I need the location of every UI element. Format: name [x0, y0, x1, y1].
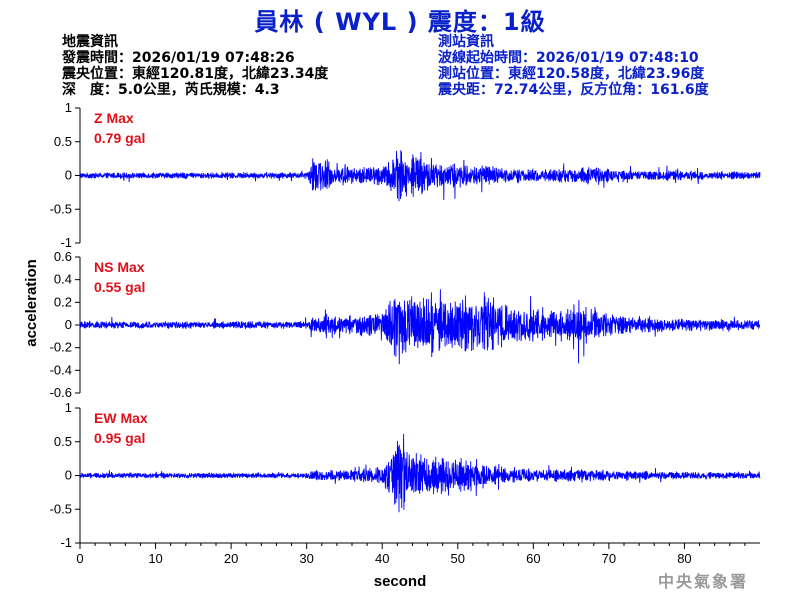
- y-tick-label: 0: [65, 168, 72, 183]
- panel-max-label-ns: NS Max: [94, 259, 145, 275]
- x-tick-label: 10: [148, 551, 162, 566]
- y-tick-label: 0: [65, 468, 72, 483]
- y-tick-label: 0.5: [54, 134, 72, 149]
- waveform-z: [79, 150, 761, 202]
- origin-time: 發震時間：2026/01/19 07:48:26: [62, 50, 295, 66]
- wave-start-time: 波線起始時間：2026/01/19 07:48:10: [438, 50, 699, 66]
- y-tick-label: 0.5: [54, 434, 72, 449]
- panel-z: 1 0.5 0 -0.5 -1 Z Max 0.79 gal: [50, 100, 761, 250]
- seismogram-panels: 1 0.5 0 -0.5 -1 Z Max 0.79 gal 0.6 0.4 0.2 0 -0.2 -0…: [50, 100, 761, 550]
- x-tick-label: 20: [224, 551, 238, 566]
- y-tick-label: 1: [65, 400, 72, 415]
- depth-magnitude: 深 度：5.0公里，芮氏規模：4.3: [62, 82, 280, 98]
- y-tick-label: -0.5: [50, 201, 72, 216]
- waveform-ns: [79, 289, 761, 365]
- panel-ns: 0.6 0.4 0.2 0 -0.2 -0.4 -0.6 NS Max 0.55 gal: [50, 249, 761, 400]
- x-tick-label: 0: [76, 551, 83, 566]
- y-tick-label: -0.4: [50, 362, 72, 377]
- x-axis-title: second: [374, 573, 427, 590]
- y-tick-label: 0.2: [54, 294, 72, 309]
- x-tick-label: 80: [677, 551, 691, 566]
- y-tick-label: -0.2: [50, 340, 72, 355]
- x-tick-label: 50: [451, 551, 465, 566]
- y-tick-label: 1: [65, 100, 72, 115]
- y-axis-title: acceleration: [23, 259, 40, 347]
- earthquake-info-heading: 地震資訊: [62, 34, 118, 50]
- panel-max-label-z: Z Max: [94, 110, 134, 126]
- waveform-ew: [79, 433, 761, 513]
- x-tick-label: 30: [299, 551, 313, 566]
- panel-max-label-ew: EW Max: [94, 410, 148, 426]
- x-axis: 0 10 20 30 40 50 60 70 80: [76, 542, 760, 566]
- agency-watermark: 中央氣象署: [657, 572, 748, 591]
- station-location: 測站位置：東經120.58度，北緯23.96度: [438, 66, 705, 82]
- y-tick-label: -0.6: [50, 385, 72, 400]
- earthquake-info: 地震資訊 發震時間：2026/01/19 07:48:26 震央位置：東經120…: [62, 34, 328, 98]
- epicentral-distance: 震央距：72.74公里，反方位角：161.6度: [438, 82, 709, 98]
- x-tick-label: 70: [602, 551, 616, 566]
- y-tick-label: -1: [60, 535, 72, 550]
- x-tick-label: 40: [375, 551, 389, 566]
- panel-max-value-ew: 0.95 gal: [94, 430, 145, 446]
- panel-ew: 1 0.5 0 -0.5 -1 EW Max 0.95 gal: [50, 400, 761, 550]
- y-tick-label: 0.6: [54, 249, 72, 264]
- y-tick-label: -1: [60, 235, 72, 250]
- panel-max-value-ns: 0.55 gal: [94, 279, 145, 295]
- panel-max-value-z: 0.79 gal: [94, 130, 145, 146]
- y-tick-label: -0.5: [50, 501, 72, 516]
- x-tick-label: 60: [526, 551, 540, 566]
- page-title: 員林 ( WYL ) 震度：1級: [254, 8, 546, 36]
- station-info-heading: 測站資訊: [438, 34, 494, 50]
- y-tick-label: 0.4: [54, 272, 72, 287]
- y-tick-label: 0: [65, 317, 72, 332]
- station-info: 測站資訊 波線起始時間：2026/01/19 07:48:10 測站位置：東經1…: [438, 34, 709, 98]
- epicenter-location: 震央位置：東經120.81度，北緯23.34度: [62, 66, 329, 82]
